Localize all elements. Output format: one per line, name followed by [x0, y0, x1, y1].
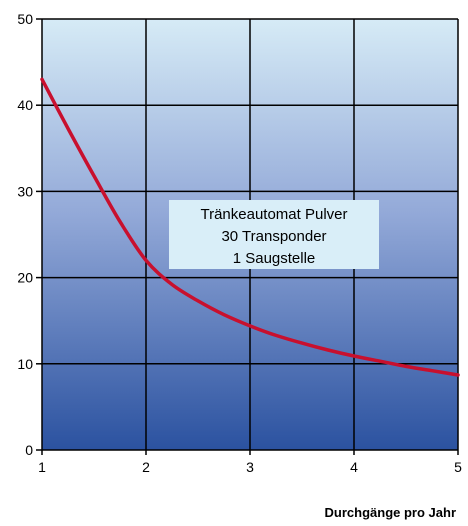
y-tick-label: 30 — [17, 183, 33, 199]
x-tick-label: 1 — [38, 459, 46, 475]
y-tick-label: 40 — [17, 97, 33, 113]
annotation-line-1: Tränkeautomat Pulver — [200, 206, 347, 223]
y-tick-label: 0 — [25, 442, 33, 458]
series-line — [40, 77, 460, 377]
annotation-background — [169, 200, 379, 269]
series-layer — [40, 77, 460, 377]
y-tick-label: 10 — [17, 356, 33, 372]
x-tick-label: 5 — [454, 459, 462, 475]
annotation-box: Tränkeautomat Pulver 30 Transponder 1 Sa… — [169, 200, 379, 269]
x-tick-label: 2 — [142, 459, 150, 475]
x-tick-label: 4 — [350, 459, 358, 475]
x-tick-label: 3 — [246, 459, 254, 475]
x-axis-title: Durchgänge pro Jahr — [325, 505, 456, 520]
annotation-line-3: 1 Saugstelle — [233, 250, 316, 267]
annotation-line-2: 30 Transponder — [221, 228, 326, 245]
y-tick-label: 20 — [17, 270, 33, 286]
y-tick-label: 50 — [17, 11, 33, 27]
